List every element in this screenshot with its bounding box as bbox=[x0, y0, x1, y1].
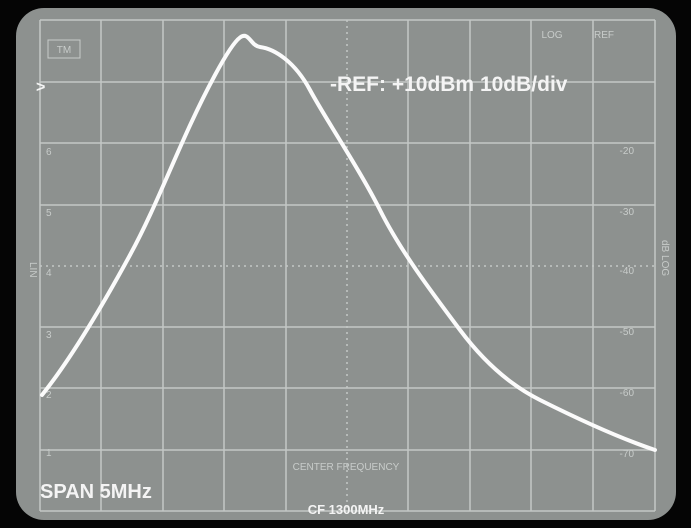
graticule bbox=[39, 19, 656, 512]
right-label: -50 bbox=[620, 327, 635, 338]
left-axis-label: LIN bbox=[27, 262, 38, 278]
right-label: -60 bbox=[620, 388, 635, 399]
left-label: 4 bbox=[46, 268, 52, 279]
scale-mode: LOG bbox=[541, 30, 562, 41]
right-label: -40 bbox=[620, 266, 635, 277]
badge-box bbox=[47, 39, 81, 59]
left-label: > bbox=[36, 79, 45, 96]
span: SPAN 5MHz bbox=[40, 481, 152, 503]
right-axis-label: dB LOG bbox=[659, 240, 670, 276]
center-frequency: CF 1300MHz bbox=[308, 502, 385, 517]
left-label: 3 bbox=[46, 330, 52, 341]
ref-label: REF bbox=[594, 30, 614, 41]
right-label: -20 bbox=[620, 146, 635, 157]
left-label: 1 bbox=[46, 448, 52, 459]
left-label: 5 bbox=[46, 208, 52, 219]
left-label: 2 bbox=[46, 390, 52, 401]
right-label: -30 bbox=[620, 207, 635, 218]
right-label: -70 bbox=[620, 449, 635, 460]
left-label: 6 bbox=[46, 147, 52, 158]
display bbox=[16, 8, 676, 520]
center-label: CENTER FREQUENCY bbox=[293, 462, 400, 473]
badge: TM bbox=[57, 45, 71, 56]
trace bbox=[40, 33, 657, 452]
reference: -REF: +10dBm 10dB/div bbox=[330, 73, 568, 96]
